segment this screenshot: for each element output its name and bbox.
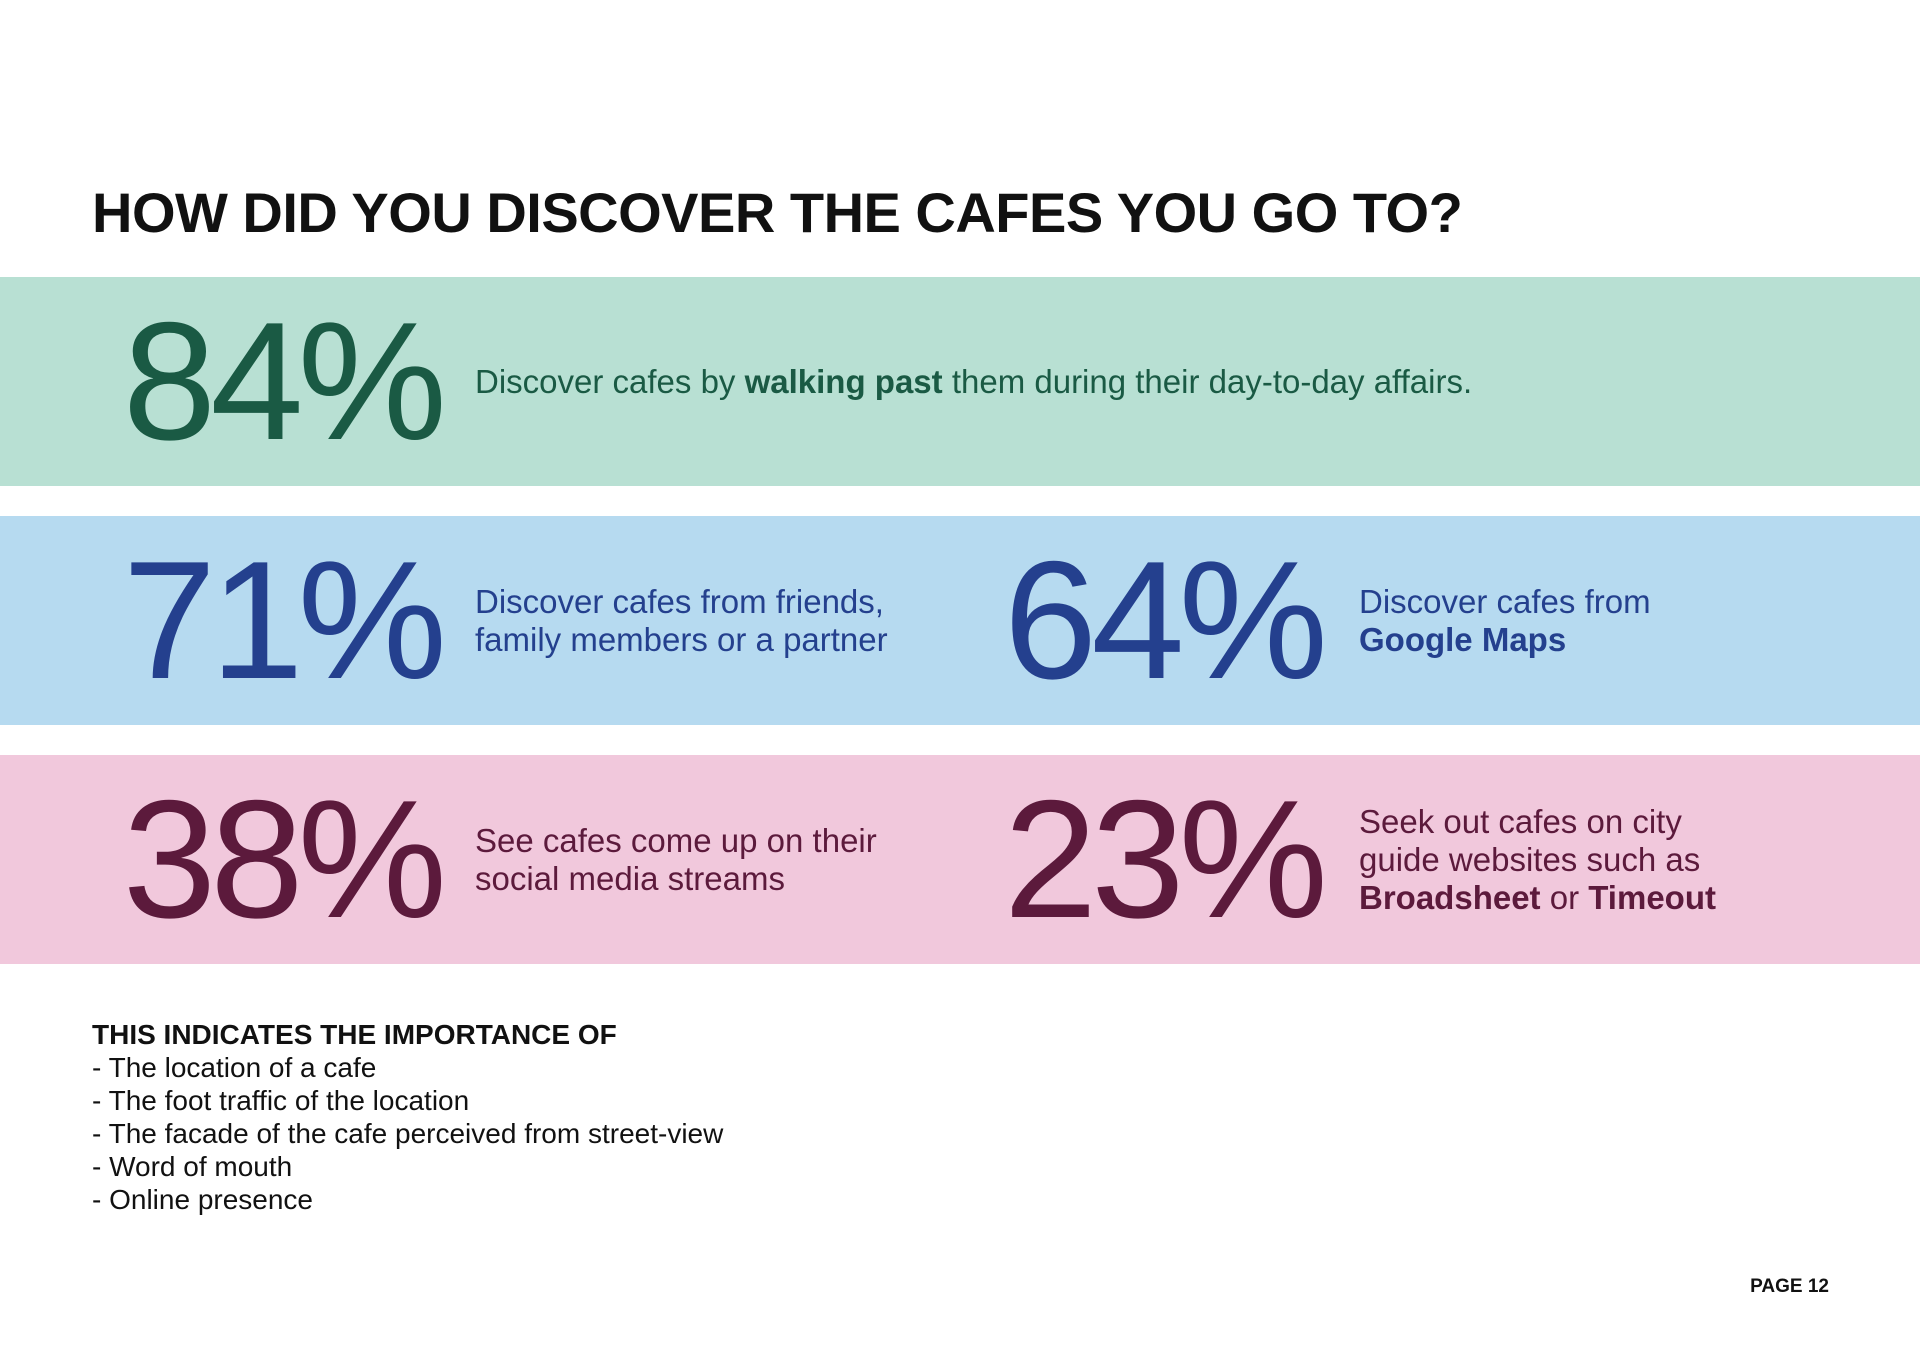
description-line: Discover cafes from friends, bbox=[475, 583, 888, 621]
stat-percent: 84% bbox=[122, 287, 447, 475]
text: or bbox=[1540, 878, 1589, 916]
description-line: family members or a partner bbox=[475, 621, 888, 659]
conclusion-item: - The facade of the cafe perceived from … bbox=[92, 1118, 724, 1149]
emphasis: walking past bbox=[744, 362, 943, 400]
stat-percent: 71% bbox=[122, 526, 447, 714]
text: Seek out cafes on city bbox=[1359, 802, 1682, 840]
stat-description: Discover cafes from Google Maps bbox=[1359, 516, 1651, 725]
text: Discover cafes by bbox=[475, 362, 745, 400]
conclusion: THIS INDICATES THE IMPORTANCE OF - The l… bbox=[92, 1018, 723, 1216]
stat-description: Discover cafes from friends, family membe… bbox=[475, 516, 888, 725]
conclusion-item: - The foot traffic of the location bbox=[92, 1085, 470, 1116]
text: them during their day-to-day affairs. bbox=[942, 362, 1473, 400]
conclusion-item: - Word of mouth bbox=[92, 1151, 293, 1182]
text: family members or a partner bbox=[475, 620, 888, 658]
emphasis: Broadsheet bbox=[1359, 878, 1541, 916]
description-line: Broadsheet or Timeout bbox=[1359, 879, 1716, 917]
description-line: Discover cafes by walking past them duri… bbox=[475, 363, 1472, 401]
conclusion-heading: THIS INDICATES THE IMPORTANCE OF bbox=[92, 1019, 617, 1050]
text: Discover cafes from friends, bbox=[475, 582, 884, 620]
stat-band: 84% Discover cafes by walking past them d… bbox=[0, 277, 1920, 486]
stat-band: 38% See cafes come up on their social medi… bbox=[0, 755, 1920, 964]
page-number: PAGE 12 bbox=[1750, 1276, 1829, 1297]
text: Discover cafes from bbox=[1359, 582, 1651, 620]
description-line: Seek out cafes on city bbox=[1359, 803, 1716, 841]
stat-percent: 23% bbox=[1003, 765, 1328, 953]
text: social media streams bbox=[475, 859, 785, 897]
conclusion-item: - Online presence bbox=[92, 1184, 314, 1215]
text: See cafes come up on their bbox=[475, 821, 877, 859]
conclusion-item: - The location of a cafe bbox=[92, 1052, 377, 1083]
description-line: guide websites such as bbox=[1359, 841, 1716, 879]
stat-percent: 38% bbox=[122, 765, 447, 953]
title: HOW DID YOU DISCOVER THE CAFES YOU GO TO… bbox=[92, 181, 1463, 244]
stat-description: See cafes come up on their social media s… bbox=[475, 755, 877, 964]
description-line: social media streams bbox=[475, 860, 877, 898]
description-line: Google Maps bbox=[1359, 621, 1651, 659]
emphasis: Timeout bbox=[1588, 878, 1716, 916]
text: guide websites such as bbox=[1359, 840, 1701, 878]
stat-band: 71% Discover cafes from friends, family me… bbox=[0, 516, 1920, 725]
description-line: See cafes come up on their bbox=[475, 822, 877, 860]
emphasis: Google Maps bbox=[1359, 620, 1567, 658]
description-line: Discover cafes from bbox=[1359, 583, 1651, 621]
stat-description: Discover cafes by walking past them duri… bbox=[475, 277, 1472, 486]
stat-description: Seek out cafes on city guide websites suc… bbox=[1359, 755, 1716, 964]
stat-percent: 64% bbox=[1003, 526, 1328, 714]
